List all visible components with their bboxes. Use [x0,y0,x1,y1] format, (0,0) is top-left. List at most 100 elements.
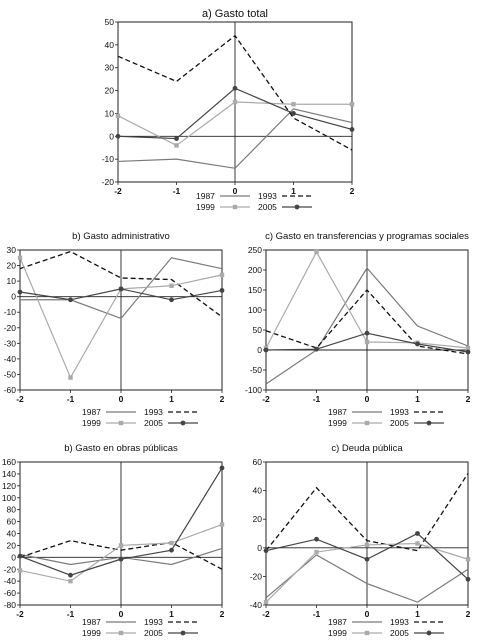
legend: 1987 1993 1999 2005 [82,407,198,428]
data-point-1999 [118,543,124,548]
y-tick-label: 0 [109,131,114,141]
series-line-1993 [265,289,469,355]
x-tick-label: -1 [313,609,321,619]
y-tick-label: 50 [253,325,263,335]
data-point-1999 [232,99,238,105]
y-tick-label: 80 [7,505,17,515]
chart-panel-2: c) Gasto en transferencias y programas s… [245,231,471,428]
x-tick-label: 0 [365,394,370,404]
y-tick-label: 10 [7,276,17,286]
legend-marker-2005 [426,630,432,636]
legend-label: 2005 [144,628,163,638]
series-line-1993 [265,473,469,552]
x-tick-label: 0 [233,186,238,196]
data-point-2005 [169,297,174,303]
legend-marker-2005 [426,420,432,426]
legend-label: 1999 [82,628,101,638]
x-tick-label: -2 [16,609,24,619]
data-point-2005 [364,556,370,562]
y-tick-label: -20 [4,323,17,333]
data-point-1999 [68,375,73,380]
x-tick-label: -1 [313,394,321,404]
y-tick-label: 150 [248,285,262,295]
series-2005 [115,85,355,141]
data-point-1999 [465,557,471,562]
y-tick-label: 40 [105,40,115,50]
y-tick-label: 20 [253,514,263,524]
y-tick-label: 60 [7,517,17,527]
data-point-2005 [291,111,296,116]
legend-label: 1999 [196,202,215,212]
data-point-1999 [314,549,319,555]
series-1993 [117,34,353,151]
y-tick-label: -10 [4,307,17,317]
data-point-2005 [232,85,238,91]
data-point-2005 [169,547,174,553]
y-tick-label: 140 [2,469,16,479]
x-tick-label: -1 [67,394,75,404]
y-tick-label: 50 [105,17,115,27]
legend-marker-1999 [118,420,124,426]
x-tick-label: 1 [415,609,420,619]
series-1987 [20,257,223,320]
y-tick-label: 100 [2,493,16,503]
data-point-1999 [364,542,370,548]
series-1993 [265,473,469,552]
x-tick-label: -2 [262,609,270,619]
legend-label: 1993 [258,191,277,201]
x-tick-label: 2 [466,394,471,404]
series-2005 [17,465,225,578]
legend-label: 1993 [390,407,409,417]
series-2005 [263,330,471,355]
legend-marker-2005 [180,630,186,636]
series-1993 [19,539,223,570]
y-tick-label: -40 [250,600,263,610]
x-tick-label: 2 [220,609,225,619]
series-1993 [265,289,469,355]
y-tick-label: 120 [2,481,16,491]
y-tick-label: 20 [7,261,17,271]
y-tick-label: -50 [250,365,263,375]
x-tick-label: -1 [173,186,181,196]
data-point-1999 [314,249,319,255]
x-tick-label: 2 [350,186,355,196]
legend-marker-1999 [118,630,124,636]
y-tick-label: -50 [4,369,17,379]
y-tick-label: 40 [253,486,263,496]
legend-label: 1993 [144,617,163,627]
data-point-2005 [68,297,73,303]
series-line-1993 [19,539,223,570]
data-point-2005 [364,330,370,336]
y-tick-label: -20 [102,177,115,187]
data-point-1999 [169,283,174,288]
chart-title: b) Gasto administrativo [72,231,170,242]
data-point-1999 [115,113,121,118]
x-tick-label: -2 [16,394,24,404]
data-point-2005 [465,349,471,355]
data-point-1999 [349,102,355,107]
data-point-1999 [219,272,225,278]
series-1999 [115,99,355,148]
data-point-1999 [263,599,269,605]
y-tick-label: -30 [4,338,17,348]
data-point-1999 [17,255,23,260]
series-1987 [265,266,469,385]
y-tick-label: -60 [4,588,17,598]
data-point-2005 [219,465,225,471]
legend-label: 1987 [328,617,347,627]
series-line-1993 [19,250,223,318]
y-tick-label: 30 [7,245,17,255]
series-1993 [19,250,223,318]
series-2005 [17,286,225,303]
data-point-1999 [415,541,420,546]
y-tick-label: -100 [245,385,262,395]
data-point-2005 [465,576,471,582]
legend: 1987 1993 1999 2005 [328,617,444,638]
legend-label: 1987 [328,407,347,417]
data-point-2005 [17,553,23,559]
x-tick-label: 2 [220,394,225,404]
legend-label: 2005 [390,628,409,638]
data-point-1999 [174,143,179,148]
series-1999 [17,522,225,584]
x-tick-label: 1 [169,394,174,404]
